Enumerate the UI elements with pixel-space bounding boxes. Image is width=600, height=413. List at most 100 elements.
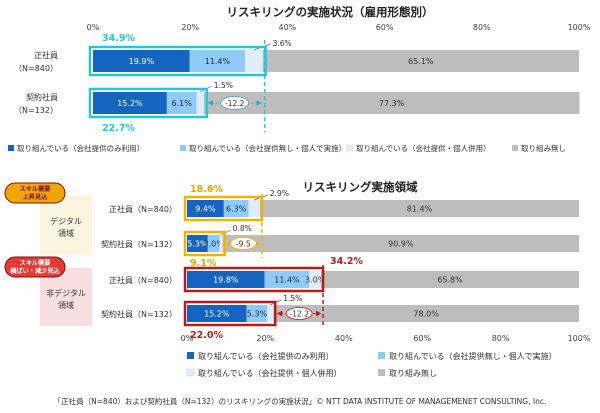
chart1-bar-segment bbox=[166, 92, 197, 114]
chart1-data-label: 65.1% bbox=[408, 57, 434, 66]
chart2-diff-arrowheads bbox=[277, 310, 322, 317]
chart2-bar-segment bbox=[207, 235, 220, 252]
chart1-bar-segment bbox=[93, 50, 190, 72]
chart1-x-tick: 80% bbox=[473, 23, 491, 32]
chart2-total-callout: 22.0% bbox=[190, 330, 223, 341]
legend2-swatch bbox=[186, 368, 195, 377]
chart2-row-label: 正社員（N=840） bbox=[109, 275, 177, 285]
chart1-title: リスキリングの実施状況（雇用形態別） bbox=[227, 5, 434, 19]
legend1-swatch bbox=[512, 145, 518, 151]
chart1-x-tick: 40% bbox=[279, 23, 297, 32]
chart2-bar-segment bbox=[321, 271, 579, 288]
chart2-badge-label: 横ばい・減少見込 bbox=[9, 267, 60, 275]
chart2-data-label: 90.9% bbox=[388, 240, 414, 249]
legend1-label: 取り組んでいる（会社提供のみ利用） bbox=[17, 143, 144, 153]
chart2-x-tick: 100% bbox=[568, 334, 591, 343]
chart2-bar-segment bbox=[309, 271, 322, 288]
chart2-data-label: 2.9% bbox=[270, 189, 289, 198]
chart1-data-label: 3.6% bbox=[273, 39, 292, 48]
chart2-data-label: 5.3% bbox=[247, 310, 268, 319]
chart2-data-label: 6.3% bbox=[226, 205, 247, 214]
chart2-bar-segment bbox=[273, 305, 579, 322]
chart1-total-callout: 34.9% bbox=[102, 33, 135, 44]
legend1-label: 取り組んでいる（会社提供・個人併用） bbox=[356, 143, 491, 153]
legend2-swatch bbox=[187, 352, 194, 359]
chart1-x-tick: 0% bbox=[87, 23, 100, 32]
chart2-row-label: 契約社員（N=132） bbox=[101, 309, 177, 319]
chart1-total-callout: 22.7% bbox=[102, 123, 135, 134]
chart2-total-callout: 34.2% bbox=[330, 256, 363, 267]
chart1-data-label: 15.2% bbox=[117, 99, 143, 108]
chart1-bar-segment bbox=[189, 50, 246, 72]
chart2-bar-segment bbox=[187, 200, 224, 217]
chart1-row-label: 契約社員 bbox=[26, 92, 58, 102]
chart2-bar-segment bbox=[223, 200, 249, 217]
legend1-label: 取り組み無し bbox=[521, 143, 566, 153]
chart2-bar-segment bbox=[248, 200, 260, 217]
chart2-diff-bubble bbox=[285, 307, 313, 320]
chart2-group-label: デジタル bbox=[50, 216, 82, 226]
chart1-bar-segment bbox=[196, 92, 204, 114]
chart2-badge-label: 上昇見込 bbox=[23, 193, 49, 201]
chart2-data-label: 78.0% bbox=[413, 310, 439, 319]
chart2-x-tick: 60% bbox=[413, 334, 431, 343]
chart1-diff-bubble bbox=[220, 96, 250, 110]
chart2-bar-segment bbox=[246, 305, 268, 322]
legend1-swatch bbox=[180, 145, 186, 151]
chart2-data-label: 19.8% bbox=[213, 276, 239, 285]
chart2-data-label: 81.4% bbox=[407, 205, 433, 214]
chart2-title: リスキリング実施領域 bbox=[303, 180, 418, 194]
chart2-data-label: 11.4% bbox=[274, 276, 300, 285]
chart2-group-label: 領域 bbox=[58, 300, 74, 310]
chart2-highlight-frame bbox=[183, 300, 277, 327]
chart2-x-tick: 20% bbox=[257, 334, 275, 343]
chart2-highlight-frame bbox=[183, 230, 226, 257]
chart2-badge bbox=[4, 182, 66, 204]
chart1-data-label: 6.1% bbox=[172, 99, 193, 108]
chart2-group-panel bbox=[40, 268, 92, 326]
chart2-row-label: 契約社員（N=132） bbox=[101, 239, 177, 249]
chart2-row-label: 正社員（N=840） bbox=[109, 204, 177, 214]
chart2-badge-label: スキル需要 bbox=[20, 185, 51, 193]
chart2-total-callout: 18.6% bbox=[190, 184, 223, 195]
chart1-row-label: （N=132） bbox=[14, 106, 58, 115]
legend1-swatch bbox=[346, 144, 354, 152]
chart1-highlight-frame bbox=[88, 87, 209, 119]
chart2-total-callout: 9.1% bbox=[190, 258, 217, 269]
chart2-data-label: 15.2% bbox=[204, 310, 230, 319]
legend2-label: 取り組んでいる（会社提供無し・個人で実施） bbox=[389, 351, 557, 361]
chart2-diff-label: -12.2 bbox=[289, 310, 309, 319]
chart2-data-label: 3.0% bbox=[305, 276, 326, 285]
chart2-x-tick: 40% bbox=[335, 334, 353, 343]
chart2-bar-segment bbox=[259, 200, 579, 217]
chart1-x-tick: 100% bbox=[568, 23, 591, 32]
legend2-swatch bbox=[378, 369, 385, 376]
chart1-bar-segment bbox=[203, 92, 580, 114]
legend2-label: 取り組んでいる（会社提供・個人併用） bbox=[198, 368, 342, 378]
chart2-group-label: 領域 bbox=[58, 228, 74, 238]
chart2-data-label: 3.0% bbox=[203, 240, 224, 249]
chart2-data-label: 5.3% bbox=[187, 240, 208, 249]
legend1-swatch bbox=[8, 145, 14, 151]
chart1-row-label: 正社員 bbox=[34, 50, 58, 60]
chart1-bar-segment bbox=[262, 50, 579, 72]
chart1-data-label: 11.4% bbox=[205, 57, 231, 66]
chart2-group-panel bbox=[40, 195, 92, 255]
chart2-data-label: 0.8% bbox=[233, 224, 252, 233]
chart1-x-tick: 20% bbox=[181, 23, 199, 32]
chart2-bar-segment bbox=[187, 271, 265, 288]
chart2-diff-bubble bbox=[229, 237, 257, 250]
legend1-label: 取り組んでいる（会社提供無し・個人で実施） bbox=[189, 143, 346, 153]
chart1-data-label: 19.9% bbox=[129, 57, 155, 66]
chart2-diff-label: -9.5 bbox=[236, 240, 251, 249]
legend2-label: 取り組み無し bbox=[389, 368, 437, 378]
chart2-data-label: 1.5% bbox=[283, 294, 302, 303]
chart1-bar-segment bbox=[93, 92, 167, 114]
chart2-badge-label: スキル需要 bbox=[20, 259, 51, 267]
chart2-bar-segment bbox=[187, 305, 247, 322]
chart2-x-tick: 80% bbox=[492, 334, 510, 343]
chart2-bar-segment bbox=[267, 305, 274, 322]
chart2-bar-segment bbox=[187, 235, 208, 252]
